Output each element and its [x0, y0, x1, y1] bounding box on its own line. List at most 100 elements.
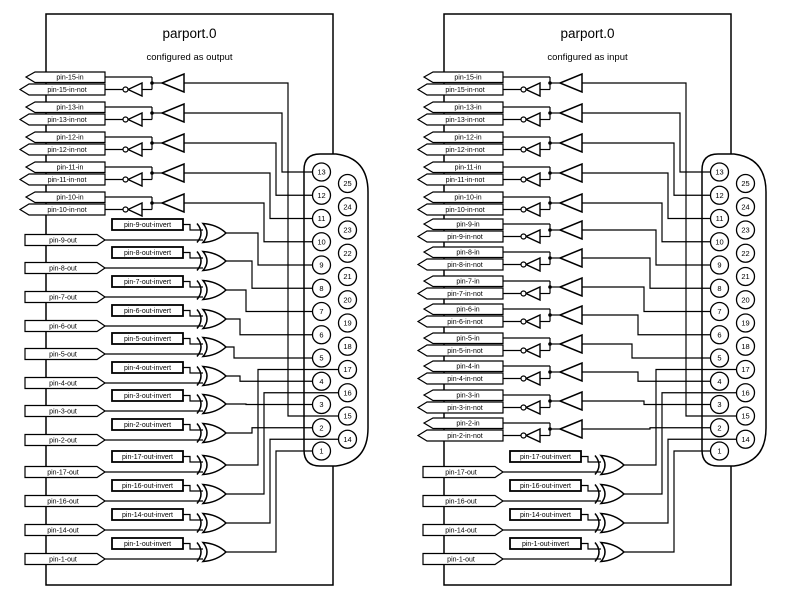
connector-pin-25: [735, 173, 756, 194]
connector-pin-24: [337, 197, 358, 217]
wire-to-connector-pin-17: [226, 368, 339, 466]
connector-pin-13: [311, 162, 332, 182]
hal-pin-box-pin-7-in: [422, 275, 504, 288]
connector-pin-number: 19: [343, 319, 351, 328]
param-label: pin-6-out-invert: [124, 308, 171, 315]
hal-pin-label: pin-1-out: [49, 556, 77, 563]
not-gate-bubble: [520, 404, 527, 411]
hal-pin-box-pin-5-in-not: [416, 344, 504, 357]
panel-parport-input: parport.0 configured as input pin-15-in pin…: [416, 13, 767, 586]
hal-pin-label: pin-14-out: [445, 527, 477, 534]
wire-to-connector-pin-17: [624, 368, 737, 466]
xor-gate: [201, 393, 228, 415]
connector-pin-18: [337, 336, 358, 356]
xor-gate: [201, 308, 228, 330]
connector-pin-number: 11: [716, 214, 724, 223]
hal-pin-label: pin-9-out: [49, 237, 77, 244]
hal-pin-box-pin-7-in-not: [416, 287, 504, 300]
wire-to-connector-pin-7: [582, 286, 711, 313]
wire-to-connector-pin-12: [184, 142, 313, 196]
hal-pin-box-pin-17-out: [422, 465, 505, 479]
wire-to-connector-pin-15: [582, 82, 737, 417]
xor-gate: [201, 541, 228, 563]
wire: [183, 513, 203, 521]
hal-pin-box-pin-1-out: [24, 552, 107, 566]
not-gate: [524, 285, 541, 302]
param-box-pin-4-out-invert: [111, 361, 184, 374]
not-gate-bubble: [520, 290, 527, 297]
hal-pin-box-pin-3-in: [422, 389, 504, 402]
wire-to-connector-pin-1: [624, 450, 711, 553]
hal-pin-label: pin-15-in: [454, 74, 481, 81]
connector-pin-number: 7: [319, 307, 323, 316]
connector-pin-2: [709, 418, 730, 438]
hal-pin-box-pin-16-out: [422, 494, 505, 508]
not-gate-bubble: [520, 375, 527, 382]
param-label: pin-1-out-invert: [124, 541, 171, 548]
wire-to-connector-pin-10: [184, 202, 313, 243]
wire: [183, 484, 203, 492]
junction-dot: [548, 342, 552, 346]
connector-pin-number: 9: [717, 261, 721, 270]
hal-pin-label: pin-6-out: [49, 323, 77, 330]
hal-pin-box-pin-8-out: [24, 261, 107, 275]
hal-pin-box-pin-1-out: [422, 552, 505, 566]
hal-pin-label: pin-2-in: [456, 420, 479, 427]
hal-pin-label: pin-2-out: [49, 437, 77, 444]
connector-pin-4: [709, 371, 730, 391]
xor-gate: [599, 541, 626, 563]
connector-pin-number: 20: [343, 295, 351, 304]
connector-pin-16: [337, 383, 358, 403]
connector-pin-23: [735, 220, 756, 240]
param-box-pin-8-out-invert: [111, 246, 184, 259]
wire: [581, 484, 601, 492]
connector-pin-number: 22: [343, 249, 351, 258]
connector-pin-6: [709, 325, 730, 345]
param-label: pin-16-out-invert: [122, 483, 173, 490]
buffer-gate: [558, 361, 583, 383]
hal-pin-box-pin-15-in-not: [416, 83, 504, 96]
xor-gate-back-arc: [594, 513, 600, 533]
hal-pin-box-pin-15-in: [24, 71, 106, 84]
connector-pin-number: 14: [343, 435, 351, 444]
buffer-gate: [558, 132, 583, 154]
hal-pin-box-pin-7-out: [24, 290, 107, 304]
hal-pin-label: pin-12-in: [454, 134, 481, 141]
not-gate: [126, 81, 143, 98]
wire-to-connector-pin-8: [226, 260, 313, 289]
junction-dot: [150, 111, 154, 115]
param-label: pin-3-out-invert: [124, 393, 171, 400]
junction-dot: [548, 141, 552, 145]
wire: [183, 251, 203, 259]
connector-pin-23: [337, 220, 358, 240]
wire-to-connector-pin-5: [582, 343, 711, 359]
hal-pin-box-pin-5-out: [24, 347, 107, 361]
xor-gate: [201, 512, 228, 534]
connector-pin-9: [709, 255, 730, 275]
connector-pin-18: [735, 336, 756, 356]
connector-pin-number: 4: [717, 377, 721, 386]
connector-pin-number: 8: [717, 284, 721, 293]
hal-pin-box-pin-15-in: [422, 71, 504, 84]
wire: [183, 542, 203, 550]
connector-pin-12: [709, 185, 730, 205]
connector-pin-number: 15: [741, 412, 749, 421]
connector-pin-number: 24: [741, 202, 749, 211]
connector-pin-number: 17: [343, 365, 351, 374]
xor-gate: [599, 512, 626, 534]
connector-pin-10: [311, 232, 332, 252]
connector-pin-number: 1: [717, 447, 721, 456]
hal-pin-box-pin-13-in: [24, 101, 106, 114]
connector-pin-number: 10: [715, 237, 723, 246]
connector-pin-12: [311, 185, 332, 205]
param-box-pin-6-out-invert: [111, 304, 184, 317]
connector-pin-number: 16: [741, 388, 749, 397]
wire-to-connector-pin-5: [226, 346, 313, 359]
wire-to-connector-pin-4: [582, 371, 711, 382]
hal-pin-label: pin-13-in: [454, 104, 481, 111]
hal-pin-box-pin-11-in: [422, 161, 504, 174]
hal-pin-label: pin-12-in: [56, 134, 83, 141]
xor-gate-back-arc: [196, 309, 202, 329]
connector-pin-6: [311, 325, 332, 345]
